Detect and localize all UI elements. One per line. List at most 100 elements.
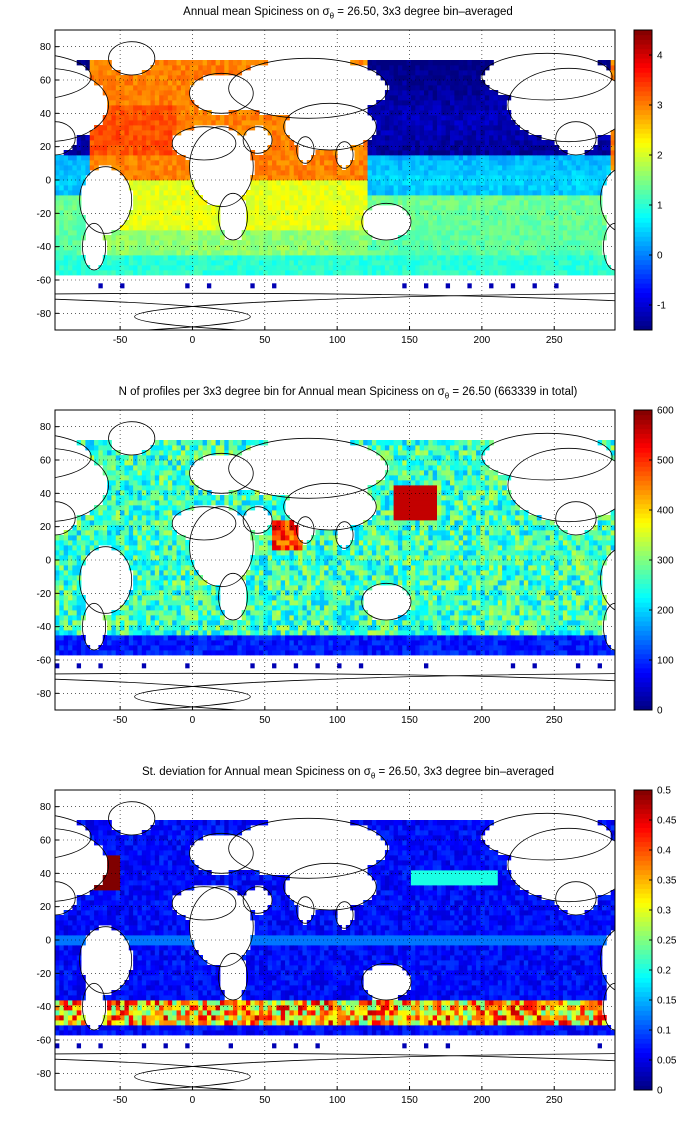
heatmap-cell <box>55 535 60 541</box>
heatmap-cell <box>128 565 134 571</box>
heatmap-cell <box>68 560 73 566</box>
heatmap-cell <box>219 120 225 126</box>
heatmap-cell <box>163 650 169 656</box>
heatmap-cell <box>137 265 143 271</box>
heatmap-cell <box>128 250 134 256</box>
heatmap-cell <box>246 110 251 116</box>
heatmap-cell <box>454 110 460 116</box>
heatmap-cell <box>528 240 533 246</box>
heatmap-cell <box>549 145 555 151</box>
heatmap-cell <box>102 650 108 656</box>
heatmap-cell <box>463 110 468 116</box>
heatmap-cell <box>298 215 303 221</box>
heatmap-cell <box>141 180 147 186</box>
heatmap-cell <box>358 170 364 176</box>
heatmap-cell <box>72 575 78 581</box>
heatmap-cell <box>280 225 286 231</box>
colorbar-segment <box>634 255 652 261</box>
heatmap-cell <box>541 175 546 181</box>
heatmap-cell <box>276 135 282 141</box>
heatmap-cell <box>315 260 321 266</box>
heatmap-cell <box>458 230 464 236</box>
heatmap-cell <box>263 185 269 191</box>
heatmap-cell <box>350 185 355 191</box>
heatmap-cell <box>458 200 464 206</box>
heatmap-cell <box>415 200 421 206</box>
heatmap-cell <box>441 260 447 266</box>
heatmap-cell <box>185 60 190 66</box>
heatmap-cell <box>137 555 143 561</box>
heatmap-cell <box>137 605 143 611</box>
heatmap-cell <box>285 180 290 186</box>
heatmap-cell <box>476 205 481 211</box>
heatmap-cell <box>68 260 73 266</box>
heatmap-cell <box>185 485 190 491</box>
heatmap-cell <box>584 265 590 271</box>
heatmap-cell <box>154 645 160 651</box>
heatmap-cell <box>128 640 134 646</box>
heatmap-cell <box>285 230 290 236</box>
heatmap-cell <box>393 265 399 271</box>
heatmap-cell <box>102 125 108 131</box>
heatmap-cell <box>172 640 177 646</box>
heatmap-cell <box>159 550 164 556</box>
heatmap-cell <box>133 595 138 601</box>
heatmap-cell <box>189 105 195 111</box>
heatmap-cell <box>515 260 520 266</box>
heatmap-cell <box>350 255 355 261</box>
heatmap-cell <box>276 225 282 231</box>
heatmap-cell <box>172 620 177 626</box>
heatmap-cell <box>489 95 494 101</box>
heatmap-cell <box>263 270 269 276</box>
heatmap-cell <box>59 600 65 606</box>
heatmap-cell <box>172 485 177 491</box>
heatmap-cell <box>163 590 169 596</box>
heatmap-cell <box>480 115 486 121</box>
heatmap-cell <box>154 210 160 216</box>
heatmap-cell <box>137 240 143 246</box>
colorbar-segment <box>634 123 652 129</box>
heatmap-cell <box>380 155 386 161</box>
heatmap-cell <box>111 535 117 541</box>
heatmap-cell <box>133 580 138 586</box>
heatmap-cell <box>137 230 143 236</box>
heatmap-cell <box>141 155 147 161</box>
heatmap-cell <box>120 530 125 536</box>
heatmap-cell <box>180 460 186 466</box>
heatmap-cell <box>545 175 551 181</box>
heatmap-cell <box>180 505 186 511</box>
heatmap-cell <box>285 150 290 156</box>
heatmap-cell <box>141 195 147 201</box>
heatmap-cell <box>545 195 551 201</box>
heatmap-cell <box>489 225 494 231</box>
heatmap-cell <box>81 600 86 606</box>
heatmap-cell <box>189 260 195 266</box>
heatmap-cell <box>189 205 195 211</box>
heatmap-cell <box>146 560 151 566</box>
heatmap-cell <box>55 230 60 236</box>
heatmap-cell <box>163 440 169 446</box>
heatmap-cell <box>428 95 434 101</box>
heatmap-cell <box>471 100 477 106</box>
heatmap-cell <box>463 175 468 181</box>
heatmap-cell <box>63 205 69 211</box>
heatmap-cell <box>580 190 586 196</box>
heatmap-cell <box>471 60 477 66</box>
heatmap-cell <box>489 205 494 211</box>
heatmap-cell <box>319 170 325 176</box>
heatmap-cell <box>506 155 512 161</box>
heatmap-cell <box>402 205 408 211</box>
heatmap-cell <box>120 265 125 271</box>
heatmap-cell <box>476 60 481 66</box>
heatmap-cell <box>98 150 104 156</box>
heatmap-cell <box>176 455 182 461</box>
heatmap-cell <box>588 165 594 171</box>
heatmap-cell <box>107 625 112 631</box>
heatmap-cell <box>467 270 473 276</box>
heatmap-cell <box>285 205 290 211</box>
heatmap-cell <box>141 490 147 496</box>
heatmap-cell <box>484 205 490 211</box>
heatmap-cell <box>502 175 507 181</box>
heatmap-cell <box>246 265 251 271</box>
heatmap-cell <box>176 190 182 196</box>
